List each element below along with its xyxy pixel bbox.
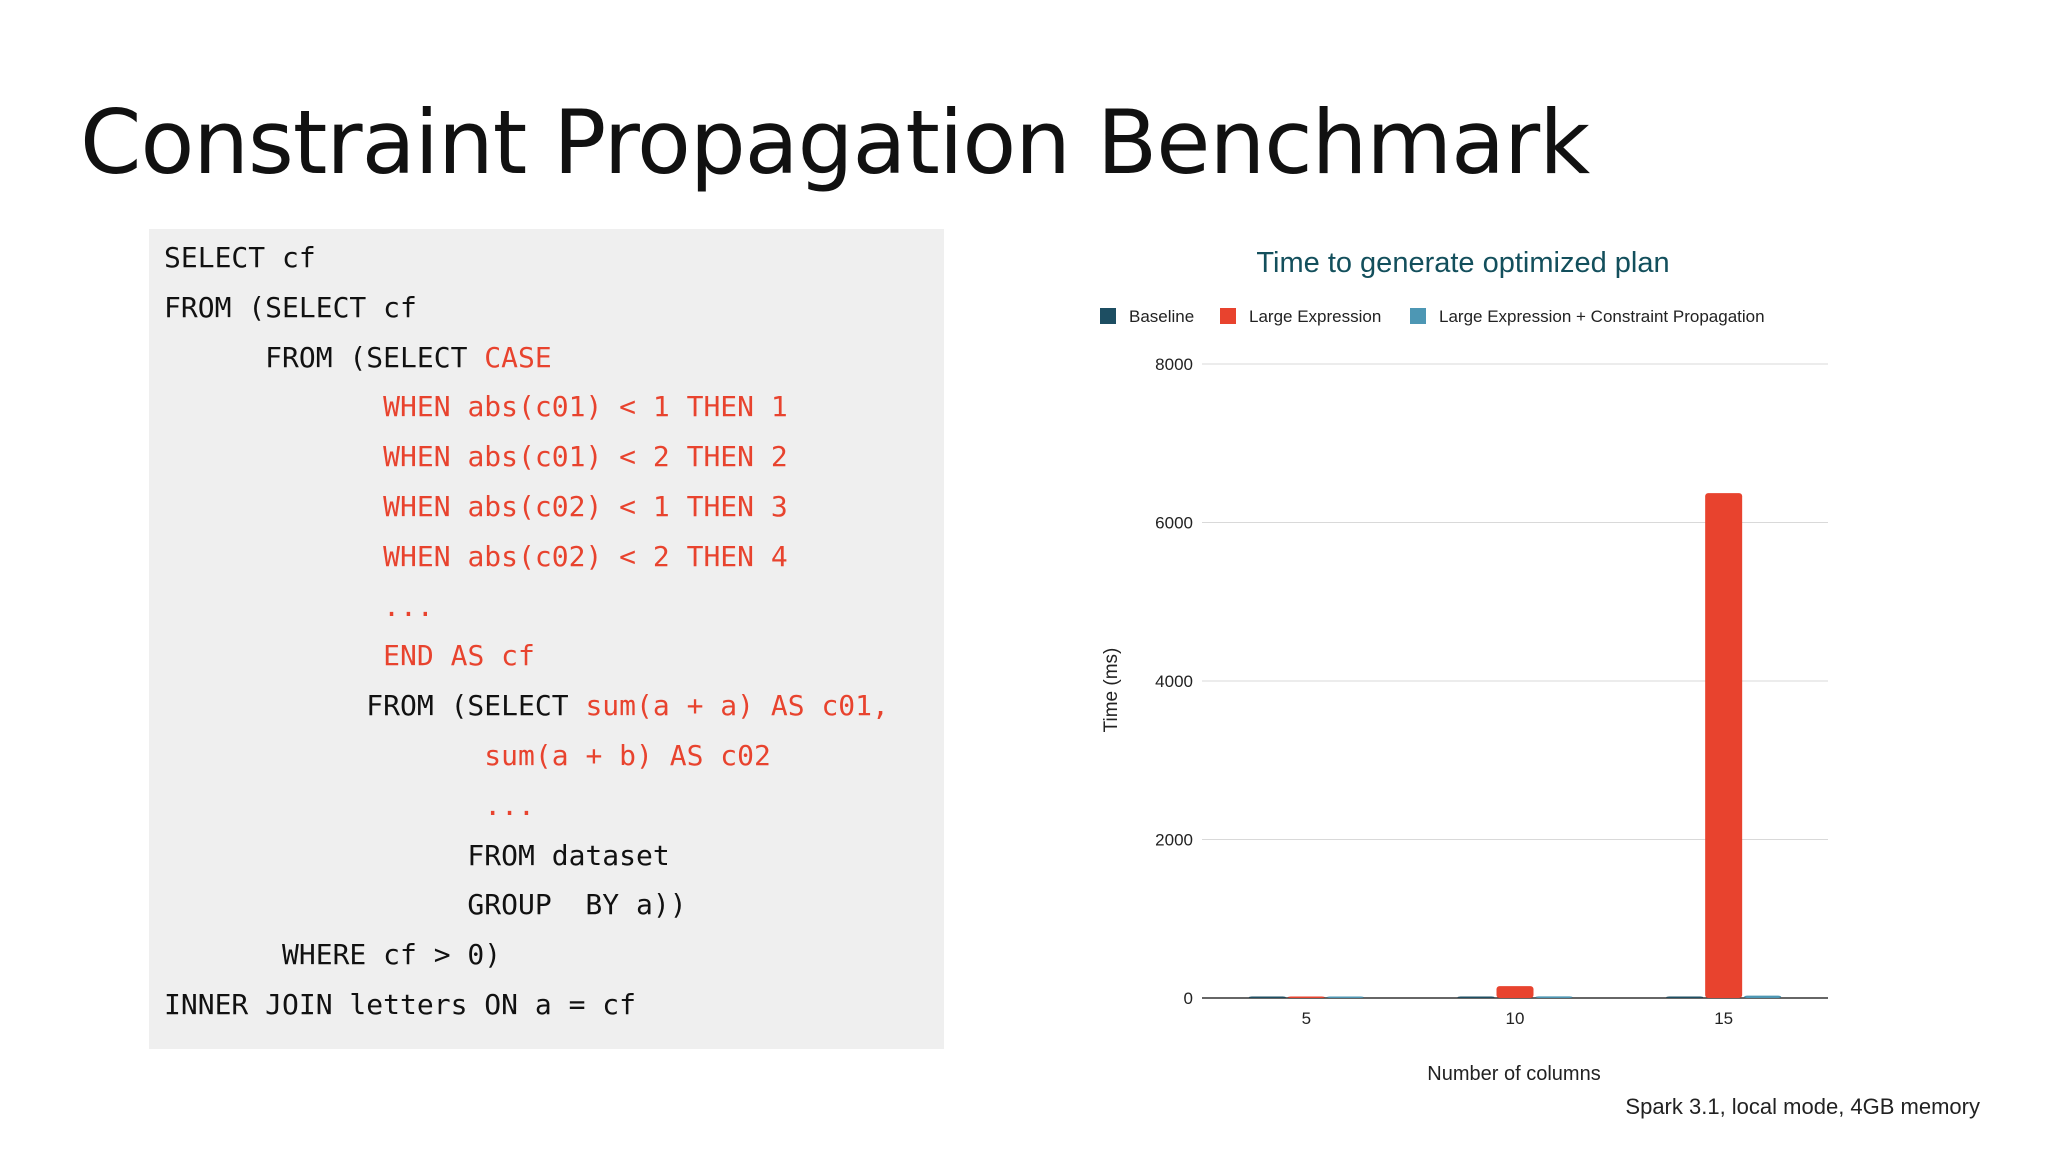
y-tick-label: 8000 — [1155, 355, 1193, 374]
x-tick-label: 10 — [1506, 1009, 1525, 1028]
code-highlight: sum(a + a) AS c01, — [585, 689, 889, 723]
code-line: ... — [164, 789, 535, 823]
code-line: FROM (SELECT cf — [164, 291, 417, 325]
code-highlight: WHEN abs(c01) < 1 THEN 1 — [383, 390, 788, 424]
code-line: WHEN abs(c02) < 2 THEN 4 — [164, 540, 788, 574]
x-tick-label: 15 — [1714, 1009, 1733, 1028]
y-tick-label: 0 — [1184, 989, 1193, 1008]
bar — [1705, 493, 1743, 998]
bar — [1666, 996, 1704, 998]
y-tick-label: 4000 — [1155, 672, 1193, 691]
code-text: WHERE cf > 0) — [164, 938, 502, 972]
bar — [1457, 996, 1495, 998]
legend-swatch — [1410, 308, 1426, 324]
code-highlight: ... — [383, 589, 434, 623]
y-axis-label: Time (ms) — [1101, 648, 1122, 733]
code-highlight: sum(a + b) AS c02 — [484, 739, 771, 772]
code-highlight: WHEN abs(c02) < 1 THEN 3 — [383, 490, 788, 523]
code-line: sum(a + b) AS c02 — [164, 739, 771, 773]
legend-label: Large Expression + Constraint Propagatio… — [1439, 307, 1765, 326]
code-highlight: WHEN abs(c02) < 2 THEN 4 — [383, 539, 788, 573]
bar — [1248, 996, 1286, 998]
code-text: INNER JOIN letters ON a = cf — [164, 988, 637, 1021]
code-text: FROM (SELECT — [164, 340, 485, 374]
code-highlight: END AS cf — [383, 639, 535, 673]
x-axis-ticks: 5 10 15 — [1302, 1009, 1734, 1028]
bar — [1287, 996, 1325, 998]
y-tick-label: 6000 — [1155, 514, 1193, 533]
code-line: WHEN abs(c01) < 1 THEN 1 — [164, 390, 788, 424]
code-panel: SELECT cf FROM (SELECT cf FROM (SELECT CA… — [149, 229, 944, 1049]
bar — [1744, 995, 1782, 998]
x-axis-label: Number of columns — [1427, 1063, 1600, 1085]
code-text: GROUP BY a)) — [164, 888, 687, 922]
code-line: FROM dataset — [164, 838, 670, 873]
caption: Spark 3.1, local mode, 4GB memory — [1625, 1094, 1980, 1119]
code-line: FROM (SELECT sum(a + a) AS c01, — [164, 689, 889, 723]
bar — [1535, 996, 1573, 998]
code-text: SELECT cf — [164, 241, 316, 274]
y-tick-label: 2000 — [1155, 831, 1193, 850]
code-text: FROM (SELECT — [164, 689, 586, 723]
code-line: WHERE cf > 0) — [164, 938, 501, 972]
x-tick-label: 5 — [1302, 1009, 1311, 1028]
code-text: FROM dataset — [164, 838, 670, 872]
code-line: END AS cf — [164, 639, 535, 673]
slide-title: Constraint Propagation Benchmark — [80, 91, 1590, 194]
legend-label: Baseline — [1129, 307, 1194, 326]
chart-legend: Baseline Large Expression Large Expression… — [1100, 307, 1765, 326]
code-highlight: CASE — [484, 340, 552, 374]
code-line: SELECT cf — [164, 241, 316, 275]
code-highlight: WHEN abs(c01) < 2 THEN 2 — [383, 440, 788, 474]
legend-label: Large Expression — [1249, 307, 1381, 326]
legend-swatch — [1220, 308, 1236, 324]
bar — [1326, 996, 1364, 998]
code-text: FROM (SELECT cf — [164, 290, 417, 324]
legend-swatch — [1100, 308, 1116, 324]
code-line: GROUP BY a)) — [164, 888, 687, 922]
code-line: ... — [164, 590, 434, 624]
bar — [1496, 986, 1534, 998]
chart-bars — [1248, 493, 1782, 998]
code-highlight: ... — [484, 788, 535, 822]
chart-title: Time to generate optimized plan — [1256, 247, 1669, 279]
code-line: WHEN abs(c01) < 2 THEN 2 — [164, 440, 788, 474]
code-line: FROM (SELECT CASE — [164, 341, 552, 375]
code-line: INNER JOIN letters ON a = cf — [164, 988, 636, 1022]
code-line: WHEN abs(c02) < 1 THEN 3 — [164, 490, 788, 524]
